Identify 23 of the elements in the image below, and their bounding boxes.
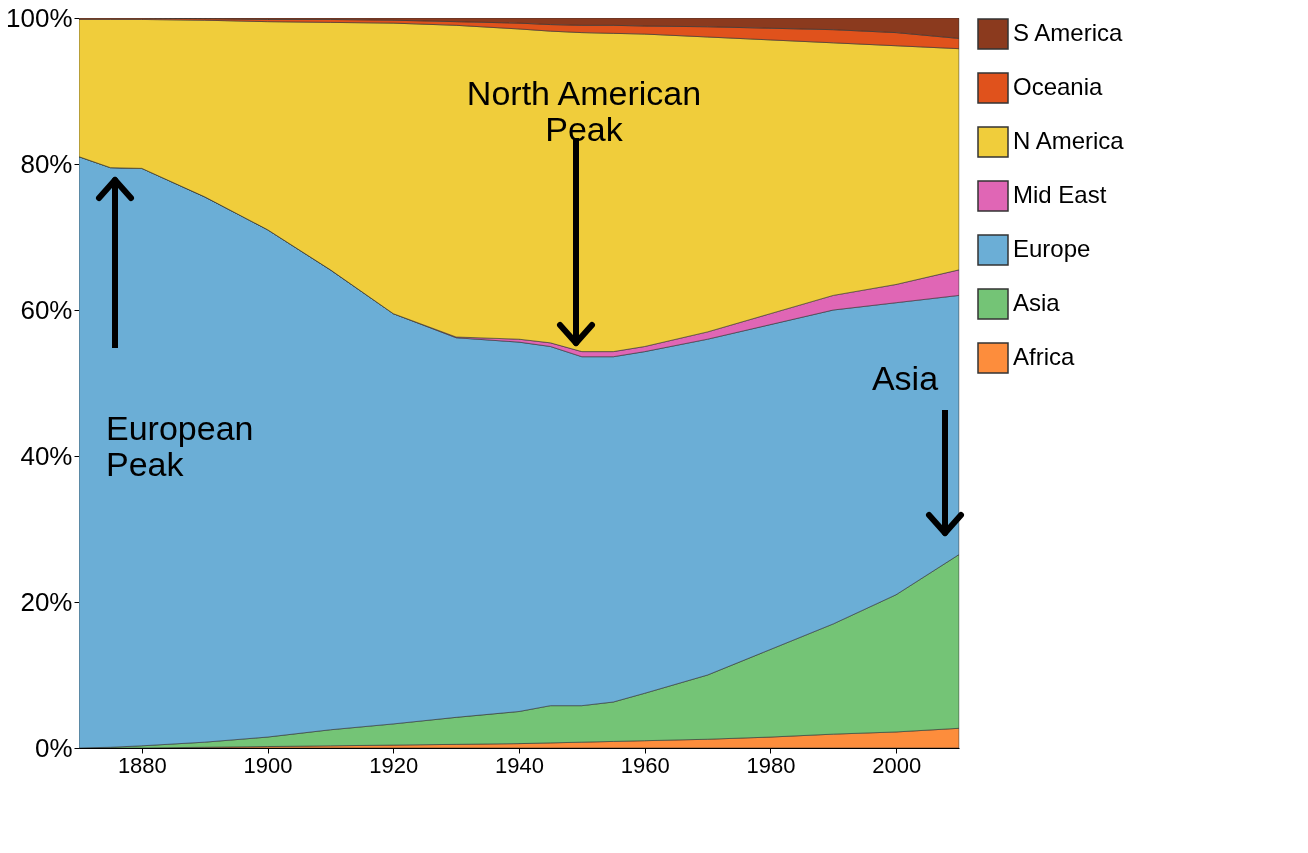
legend-label: Oceania xyxy=(1013,73,1104,100)
x-tick-label: 2000 xyxy=(872,752,922,778)
y-tick-label: 20% xyxy=(20,586,73,617)
x-tick-label: 1960 xyxy=(620,752,670,778)
annotation: North American Peak xyxy=(466,74,702,148)
x-tick-label: 1920 xyxy=(369,752,419,778)
annotation: European Peak xyxy=(106,409,254,483)
legend-label: Mid East xyxy=(1013,181,1107,208)
annotation: Asia xyxy=(871,359,939,397)
x-tick-label: 1940 xyxy=(495,752,544,778)
y-tick-label: 0% xyxy=(34,732,73,763)
y-tick-label: 40% xyxy=(20,440,73,471)
legend-label: Africa xyxy=(1013,343,1075,370)
y-tick-label: 60% xyxy=(20,294,73,325)
x-tick-label: 1980 xyxy=(746,752,796,778)
y-tick-label: 80% xyxy=(20,148,73,179)
x-tick-label: 1900 xyxy=(243,752,293,778)
legend-label: Europe xyxy=(1013,235,1091,262)
x-tick-label: 1880 xyxy=(117,752,167,778)
y-tick-label: 100% xyxy=(6,2,73,33)
legend-label: N America xyxy=(1013,127,1125,154)
legend-label: Asia xyxy=(1013,289,1061,316)
legend-label: S America xyxy=(1013,19,1124,46)
